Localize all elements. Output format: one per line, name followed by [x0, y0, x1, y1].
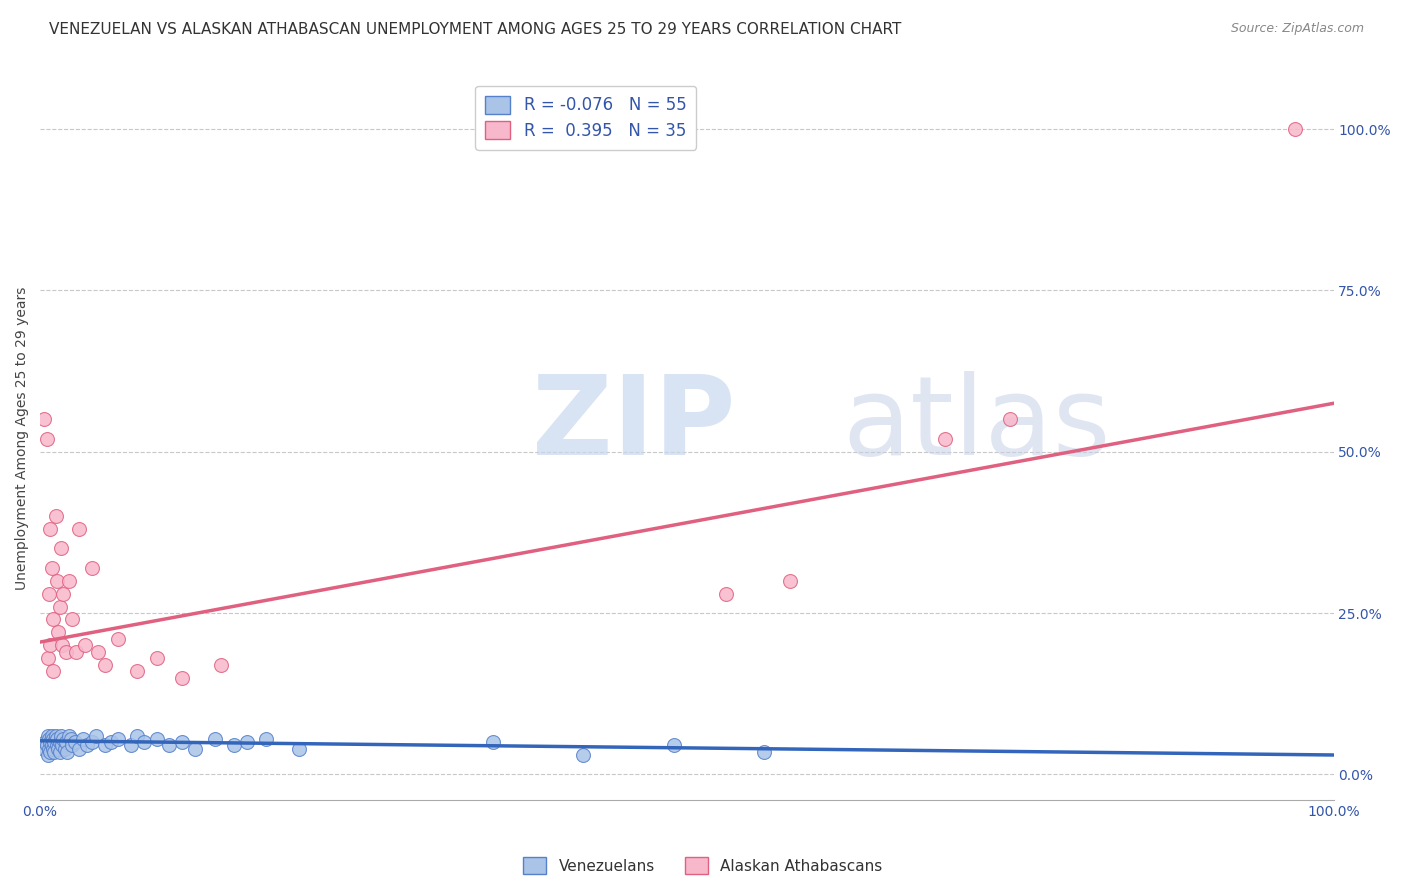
Point	[46, 741, 69, 756]
Point	[572, 747, 595, 762]
Point	[37, 747, 59, 762]
Point	[32, 741, 55, 756]
Y-axis label: Unemployment Among Ages 25 to 29 years: Unemployment Among Ages 25 to 29 years	[15, 287, 30, 591]
Point	[934, 432, 956, 446]
Point	[63, 735, 86, 749]
Point	[62, 612, 84, 626]
Point	[256, 731, 278, 746]
Point	[45, 509, 67, 524]
Point	[45, 731, 67, 746]
Point	[65, 645, 87, 659]
Point	[41, 729, 63, 743]
Point	[60, 731, 83, 746]
Point	[72, 731, 94, 746]
Point	[94, 739, 117, 753]
Text: ZIP: ZIP	[531, 371, 735, 478]
Point	[67, 741, 90, 756]
Point	[107, 632, 129, 646]
Legend: Venezuelans, Alaskan Athabascans: Venezuelans, Alaskan Athabascans	[517, 851, 889, 880]
Point	[209, 657, 232, 672]
Point	[159, 739, 181, 753]
Point	[53, 741, 76, 756]
Point	[779, 574, 801, 588]
Point	[39, 638, 62, 652]
Point	[67, 522, 90, 536]
Point	[35, 432, 58, 446]
Point	[145, 731, 167, 746]
Point	[94, 657, 117, 672]
Point	[35, 739, 58, 753]
Point	[998, 412, 1021, 426]
Text: VENEZUELAN VS ALASKAN ATHABASCAN UNEMPLOYMENT AMONG AGES 25 TO 29 YEARS CORRELAT: VENEZUELAN VS ALASKAN ATHABASCAN UNEMPLO…	[49, 22, 901, 37]
Point	[58, 574, 80, 588]
Point	[224, 739, 246, 753]
Point	[76, 739, 98, 753]
Point	[45, 739, 67, 753]
Point	[145, 651, 167, 665]
Point	[46, 625, 69, 640]
Point	[52, 587, 75, 601]
Point	[754, 745, 776, 759]
Point	[49, 541, 72, 556]
Point	[32, 412, 55, 426]
Point	[34, 735, 56, 749]
Point	[132, 735, 155, 749]
Point	[184, 741, 207, 756]
Point	[84, 729, 107, 743]
Point	[37, 651, 59, 665]
Point	[172, 671, 194, 685]
Point	[127, 664, 149, 678]
Point	[42, 664, 65, 678]
Point	[80, 735, 103, 749]
Point	[49, 729, 72, 743]
Point	[80, 561, 103, 575]
Point	[58, 729, 80, 743]
Point	[481, 735, 503, 749]
Point	[41, 561, 63, 575]
Point	[100, 735, 122, 749]
Point	[42, 731, 65, 746]
Point	[38, 741, 60, 756]
Point	[56, 745, 79, 759]
Point	[75, 638, 97, 652]
Point	[714, 587, 737, 601]
Point	[38, 731, 60, 746]
Point	[51, 638, 73, 652]
Point	[107, 731, 129, 746]
Point	[52, 731, 75, 746]
Point	[39, 745, 62, 759]
Point	[48, 745, 70, 759]
Point	[48, 735, 70, 749]
Text: Source: ZipAtlas.com: Source: ZipAtlas.com	[1230, 22, 1364, 36]
Point	[41, 739, 63, 753]
Point	[39, 735, 62, 749]
Point	[42, 741, 65, 756]
Point	[45, 574, 67, 588]
Point	[51, 739, 73, 753]
Point	[44, 745, 66, 759]
Point	[288, 741, 311, 756]
Point	[172, 735, 194, 749]
Point	[44, 735, 66, 749]
Point	[55, 645, 77, 659]
Point	[39, 522, 62, 536]
Point	[127, 729, 149, 743]
Point	[236, 735, 259, 749]
Point	[37, 729, 59, 743]
Point	[42, 612, 65, 626]
Point	[55, 735, 77, 749]
Point	[48, 599, 70, 614]
Point	[62, 739, 84, 753]
Legend: R = -0.076   N = 55, R =  0.395   N = 35: R = -0.076 N = 55, R = 0.395 N = 35	[475, 86, 696, 150]
Text: atlas: atlas	[842, 371, 1111, 478]
Point	[204, 731, 226, 746]
Point	[662, 739, 685, 753]
Point	[120, 739, 142, 753]
Point	[38, 587, 60, 601]
Point	[45, 729, 67, 743]
Point	[1284, 122, 1306, 136]
Point	[87, 645, 110, 659]
